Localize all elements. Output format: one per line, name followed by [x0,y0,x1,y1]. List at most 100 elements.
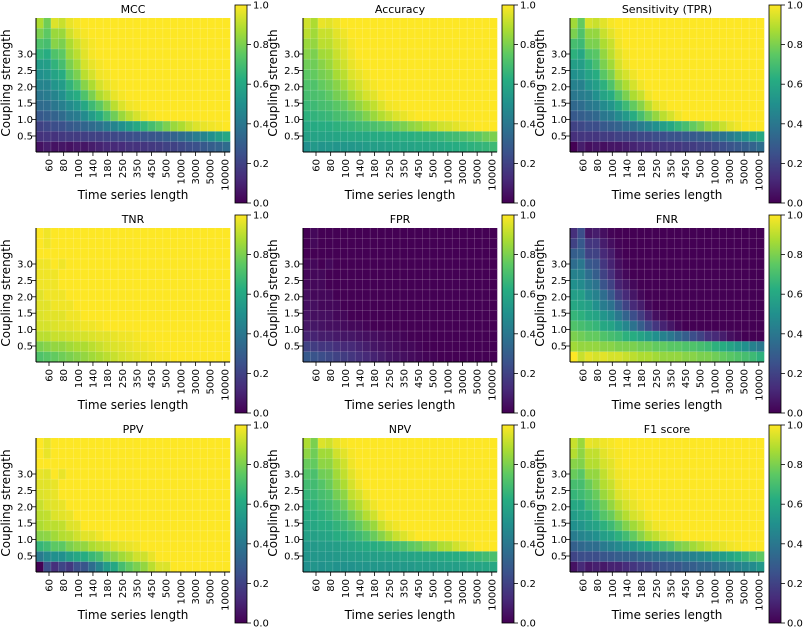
heatmap-cell [340,468,349,480]
heatmap-cell [80,38,89,50]
heatmap-cell [756,551,765,562]
heatmap-cell [65,289,74,301]
heatmap-cell [88,269,96,280]
heatmap-cell [592,110,601,122]
heatmap-cell [133,248,141,260]
x-axis-label: Time series length [611,608,723,622]
heatmap-cell [325,59,334,70]
x-tick-label: 140 [622,369,633,388]
heatmap-cell [444,279,453,291]
heatmap-cell [667,110,675,122]
heatmap-cell [704,69,713,81]
heatmap-cell [704,458,713,470]
heatmap-cell [185,510,193,521]
chart-title: MCC [121,3,146,16]
heatmap-cell [73,541,82,552]
heatmap-cell [570,59,578,70]
heatmap-cell [459,279,468,291]
heatmap-cell [711,438,720,449]
y-axis-label: Coupling strength [533,239,547,346]
heatmap-cell [696,458,705,470]
heatmap-cell [125,28,134,39]
heatmap-cell [73,458,82,470]
heatmap-cell [385,561,393,573]
heatmap-cell [607,110,616,122]
heatmap-cell [332,121,341,132]
heatmap-cell [118,279,126,291]
heatmap-cell [385,551,393,562]
heatmap-cell [385,479,393,490]
heatmap-cell [325,248,334,260]
heatmap-cell [584,110,593,122]
heatmap-cell [133,121,141,132]
heatmap-cell [222,18,231,29]
heatmap-cell [88,458,96,470]
heatmap-cell [95,438,104,449]
heatmap-cell [749,258,757,270]
heatmap-cell [749,48,757,60]
heatmap-cell [340,79,349,91]
heatmap-cell [222,520,231,532]
heatmap-cell [317,551,326,562]
heatmap-cell [452,248,460,260]
heatmap-cell [741,90,750,101]
y-tick-label: 1.0 [551,115,567,126]
y-tick-label: 2.5 [551,66,567,77]
heatmap-cell [704,499,713,511]
heatmap-cell [340,18,349,29]
heatmap-cell [362,561,371,573]
heatmap-cell [719,479,727,490]
heatmap-cell [599,551,608,562]
heatmap-cell [489,59,498,70]
heatmap-cell [414,69,423,81]
heatmap-cell [362,468,371,480]
heatmap-cell [192,18,201,29]
heatmap-cell [370,69,378,81]
heatmap-cell [385,331,393,342]
heatmap-cell [147,90,156,101]
x-axis-label: Time series length [77,608,189,622]
heatmap-cell [749,18,757,29]
heatmap-cell [452,110,460,122]
heatmap-cell [207,479,216,490]
heatmap-cell [637,110,645,122]
heatmap-cell [704,121,713,132]
heatmap-cell [614,238,623,249]
heatmap-cell [607,448,616,459]
x-tick-label: 140 [88,369,99,388]
heatmap-cell [370,258,378,270]
heatmap-cell [80,561,89,573]
heatmap-cell [88,448,96,459]
heatmap-cell [303,131,311,142]
heatmap-cell [310,69,319,81]
colorbar [234,424,248,624]
heatmap-cell [614,458,623,470]
heatmap-cell [637,479,645,490]
x-tick-label: 100 [74,579,85,598]
heatmap-cell [355,351,363,363]
heatmap-cell [80,320,89,332]
heatmap-cell [177,489,186,501]
heatmap-cell [370,228,378,239]
heatmap-cell [459,228,468,239]
heatmap-cell [385,38,393,50]
heatmap-cell [155,269,164,280]
heatmap-cell [207,141,216,153]
heatmap-cell [185,541,193,552]
heatmap-cell [749,310,757,322]
heatmap-cell [599,238,608,249]
heatmap-cell [667,310,675,322]
heatmap-cell [689,38,698,50]
heatmap-cell [637,38,645,50]
y-tick-label: 1.0 [284,325,300,336]
heatmap-cell [192,438,201,449]
heatmap-cell [719,520,727,532]
chart-title: FNR [656,213,679,226]
heatmap-cell [222,258,231,270]
heatmap-cell [614,310,623,322]
heatmap-cell [577,320,586,332]
heatmap-cell [407,499,416,511]
heatmap-cell [489,238,498,249]
heatmap-cell [377,468,386,480]
heatmap-cell [118,289,126,301]
